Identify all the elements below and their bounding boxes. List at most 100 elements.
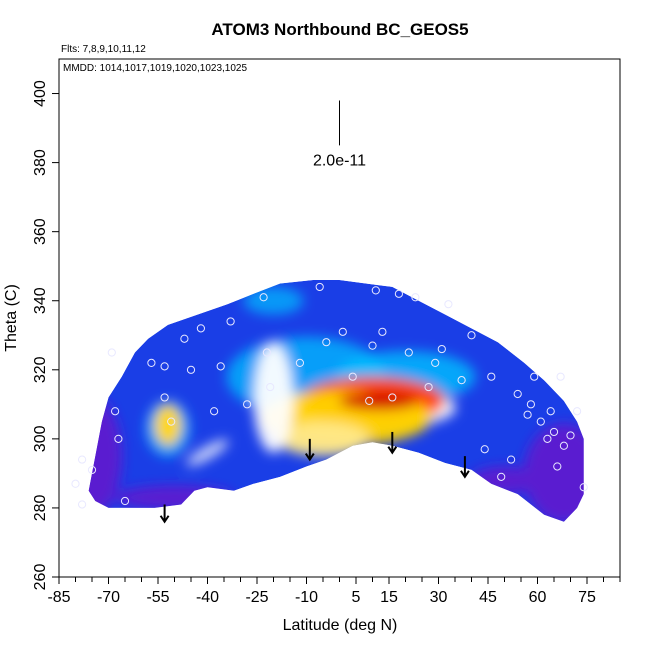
y-axis-label: Theta (C) (3, 284, 20, 352)
data-point (368, 341, 377, 350)
data-point (266, 382, 275, 392)
wind-arrows (159, 431, 470, 524)
x-tick-label: -40 (196, 589, 219, 606)
data-point (573, 407, 582, 416)
scale-bar-label: 2.0e-11 (313, 152, 366, 169)
data-point (559, 441, 569, 450)
heatmap-cell (469, 466, 540, 495)
data-point (497, 472, 506, 481)
data-point (107, 348, 116, 357)
data-point (556, 372, 565, 381)
heatmap-cell (523, 423, 584, 522)
data-point (348, 372, 357, 381)
data-point (480, 445, 489, 454)
data-point (295, 358, 304, 367)
data-point (167, 417, 176, 426)
data-point (186, 365, 196, 374)
data-point (507, 455, 516, 464)
data-point (216, 362, 225, 371)
x-tick-label: -70 (97, 589, 120, 606)
x-tick-label: -25 (245, 589, 268, 606)
data-point (120, 496, 130, 506)
data-point (431, 358, 440, 367)
y-tick-label: 300 (32, 425, 49, 452)
data-point (457, 376, 466, 385)
x-axis-label: Latitude (deg N) (283, 617, 398, 634)
data-point (210, 407, 219, 416)
observation-points (71, 282, 588, 509)
data-point (114, 434, 123, 443)
y-axis: 260 280 300 320 340 360 380 400 (32, 80, 59, 590)
y-tick-label: 320 (32, 356, 49, 383)
data-point (259, 293, 268, 302)
data-point (579, 483, 588, 492)
data-point (530, 372, 539, 381)
heatmap-cell (186, 439, 229, 466)
wind-arrow (304, 438, 315, 462)
data-point (404, 348, 413, 357)
data-point (394, 289, 403, 298)
x-tick-label: -10 (295, 589, 318, 606)
data-point (262, 348, 271, 357)
data-point (378, 327, 387, 336)
dates-label: MMDD: 1014,1017,1019,1020,1023,1025 (63, 63, 247, 74)
data-point (371, 286, 380, 295)
y-tick-label: 340 (32, 287, 49, 314)
flights-label: Flts: 7,8,9,10,11,12 (61, 44, 146, 55)
data-point (424, 382, 433, 392)
data-point (315, 282, 324, 292)
data-point (71, 479, 80, 488)
data-point (411, 293, 420, 302)
data-point (147, 358, 156, 367)
data-point (243, 400, 252, 409)
x-tick-label: 75 (578, 589, 596, 606)
scale-bar: 2.0e-11 (313, 100, 366, 169)
heatmap-hotspot (154, 404, 182, 446)
data-point (196, 324, 205, 333)
data-point (444, 300, 453, 309)
data-point (78, 455, 87, 464)
data-point (526, 400, 536, 409)
x-tick-label: 60 (529, 589, 547, 606)
heatmap-field (88, 280, 584, 522)
wind-arrow (460, 456, 470, 479)
x-axis: -85 -70 -55 -40 -25 -10 5 15 30 45 60 75 (47, 577, 621, 606)
data-point (523, 410, 532, 419)
x-tick-label: 5 (352, 589, 361, 606)
y-tick-label: 280 (32, 494, 49, 521)
data-point (111, 407, 120, 416)
heatmap-cell (114, 485, 235, 510)
wind-arrow (159, 504, 170, 524)
heatmap-cell (243, 286, 304, 315)
x-tick-label: 30 (430, 589, 448, 606)
heatmap-peak (339, 391, 420, 410)
data-point (553, 462, 562, 471)
x-tick-label: 15 (380, 589, 398, 606)
data-point (437, 344, 446, 354)
data-point (365, 396, 374, 405)
data-point (388, 393, 397, 402)
y-tick-label: 360 (32, 218, 49, 245)
data-point (513, 389, 522, 399)
chart-title: ATOM3 Northbound BC_GEOS5 (211, 20, 468, 39)
wind-arrow (387, 431, 398, 455)
data-point (543, 434, 552, 443)
data-point (78, 500, 87, 509)
heatmap-hotspot (253, 342, 294, 453)
data-point (160, 362, 169, 371)
data-point (487, 372, 496, 381)
y-tick-label: 260 (32, 564, 49, 591)
x-tick-label: 45 (479, 589, 497, 606)
data-point (160, 393, 169, 402)
data-point (549, 427, 559, 437)
x-tick-label: -85 (47, 589, 70, 606)
x-tick-label: -55 (146, 589, 169, 606)
y-tick-label: 380 (32, 149, 49, 176)
data-point (322, 338, 331, 347)
heatmap-hotspot (276, 421, 370, 457)
y-tick-label: 400 (32, 80, 49, 107)
data-point (226, 317, 235, 326)
data-point (87, 465, 97, 475)
data-point (338, 327, 347, 336)
